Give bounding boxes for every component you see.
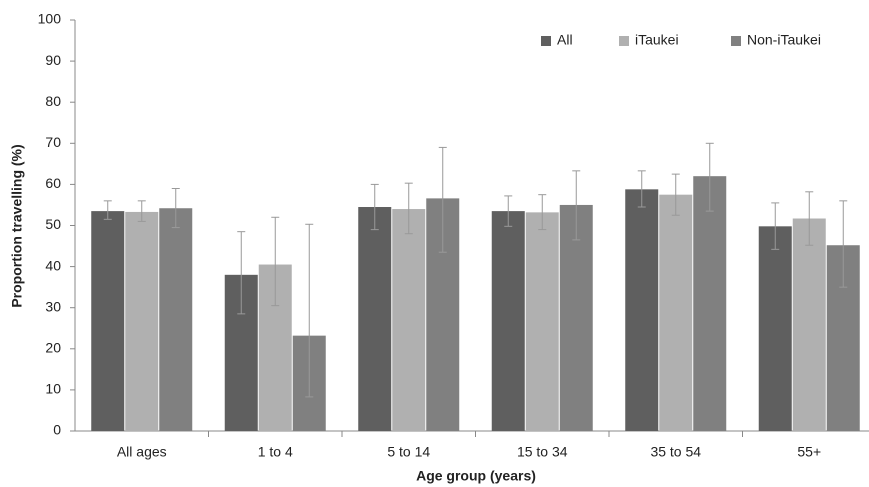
legend-swatch — [541, 36, 551, 46]
y-axis-title: Proportion travelling (%) — [9, 144, 25, 307]
x-tick-label: 35 to 54 — [650, 444, 701, 460]
legend-swatch — [619, 36, 629, 46]
x-tick-label: All ages — [117, 444, 167, 460]
bar — [758, 226, 792, 431]
y-tick-label: 70 — [45, 134, 61, 150]
y-tick-label: 100 — [38, 11, 62, 27]
bar — [159, 208, 193, 431]
legend-label: Non-iTaukei — [747, 32, 821, 48]
y-tick-label: 90 — [45, 52, 61, 68]
y-tick-label: 0 — [53, 422, 61, 438]
x-tick-label: 5 to 14 — [387, 444, 430, 460]
bar — [792, 218, 826, 431]
bar — [125, 211, 159, 431]
y-tick-label: 10 — [45, 381, 61, 397]
bar — [392, 209, 426, 431]
legend-swatch — [731, 36, 741, 46]
bar — [358, 207, 392, 431]
y-tick-label: 40 — [45, 257, 61, 273]
bar — [491, 211, 525, 431]
y-tick-label: 60 — [45, 175, 61, 191]
bar — [559, 204, 593, 431]
x-tick-label: 55+ — [797, 444, 821, 460]
y-tick-label: 80 — [45, 93, 61, 109]
y-tick-label: 20 — [45, 340, 61, 356]
bar — [91, 211, 125, 431]
legend-label: All — [557, 32, 573, 48]
x-tick-label: 15 to 34 — [517, 444, 568, 460]
bar — [525, 212, 559, 431]
bar — [693, 176, 727, 431]
bar — [625, 189, 659, 431]
y-tick-label: 50 — [45, 216, 61, 232]
x-tick-label: 1 to 4 — [258, 444, 293, 460]
y-tick-label: 30 — [45, 298, 61, 314]
x-axis-title: Age group (years) — [416, 468, 536, 484]
legend-label: iTaukei — [635, 32, 679, 48]
bar — [659, 194, 693, 431]
